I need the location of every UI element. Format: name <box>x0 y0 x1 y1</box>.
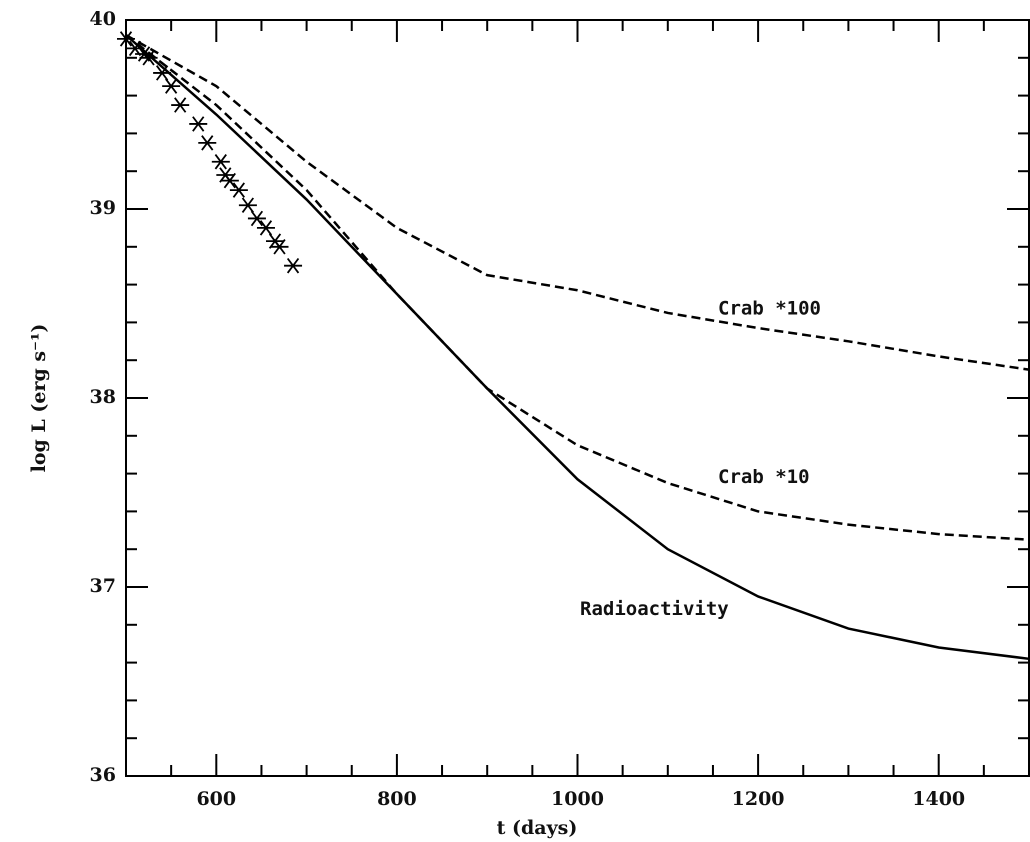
observation-marker <box>198 135 217 151</box>
y-tick-label: 40 <box>90 8 116 30</box>
x-tick-label: 600 <box>196 788 236 810</box>
observation-marker <box>162 78 181 94</box>
observation-marker <box>153 65 172 81</box>
series-line <box>125 34 1030 661</box>
observation-marker <box>117 31 135 47</box>
observation-marker <box>284 257 303 274</box>
series-label: Radioactivity <box>580 598 729 620</box>
observation-marker <box>247 210 266 227</box>
series-label: Crab *100 <box>718 298 821 320</box>
x-tick-label: 800 <box>377 788 417 810</box>
observation-marker <box>189 116 208 132</box>
y-tick-label: 37 <box>90 575 116 597</box>
x-tick-label: 1400 <box>912 788 965 810</box>
x-tick-label: 1000 <box>551 788 604 810</box>
observation-marker <box>211 154 230 170</box>
plot-frame <box>125 19 1030 777</box>
y-tick-label: 36 <box>90 764 116 786</box>
observation-marker <box>229 182 248 198</box>
observation-marker <box>139 50 158 66</box>
observation-marker <box>238 197 257 213</box>
series-line <box>125 34 1030 541</box>
observation-marker <box>270 239 289 255</box>
series-line <box>125 34 1030 371</box>
x-tick-label: 1200 <box>732 788 785 810</box>
y-tick-label: 39 <box>90 197 116 219</box>
x-axis-label: t (days) <box>497 817 578 839</box>
y-tick-label: 38 <box>90 386 116 408</box>
y-axis-label: log L (erg s⁻¹) <box>28 324 50 473</box>
observation-marker <box>171 97 190 113</box>
observation-marker <box>256 220 275 236</box>
observation-marker <box>220 172 239 189</box>
series-label: Crab *10 <box>718 466 810 488</box>
